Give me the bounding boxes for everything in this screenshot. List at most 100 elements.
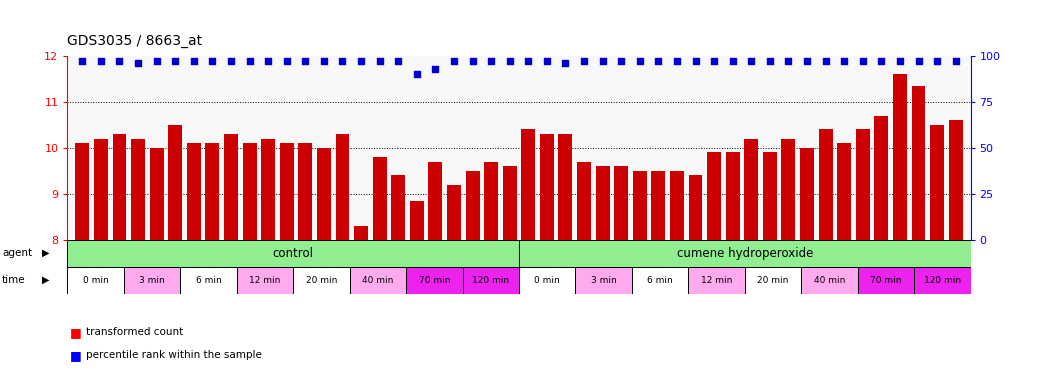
Point	[595, 58, 611, 64]
Bar	[124, 267, 181, 294]
Bar	[350, 267, 406, 294]
Bar	[688, 175, 703, 384]
Text: ▶: ▶	[42, 248, 49, 258]
Text: 20 min: 20 min	[306, 276, 337, 285]
Point	[762, 58, 778, 64]
Text: 0 min: 0 min	[83, 276, 109, 285]
Point	[464, 58, 481, 64]
Bar	[577, 162, 591, 384]
Text: 0 min: 0 min	[535, 276, 561, 285]
Text: 12 min: 12 min	[701, 276, 732, 285]
Bar	[280, 143, 294, 384]
Point	[334, 58, 351, 64]
Point	[204, 58, 221, 64]
Text: 40 min: 40 min	[362, 276, 393, 285]
Bar	[168, 125, 183, 384]
Bar	[911, 86, 926, 384]
Point	[798, 58, 815, 64]
Bar	[149, 148, 164, 384]
Bar	[801, 267, 857, 294]
Bar	[67, 240, 519, 267]
Bar	[94, 139, 108, 384]
Text: 70 min: 70 min	[870, 276, 902, 285]
Bar	[914, 267, 971, 294]
Bar	[67, 267, 124, 294]
Point	[427, 66, 443, 72]
Bar	[652, 171, 665, 384]
Point	[148, 58, 165, 64]
Point	[743, 58, 760, 64]
Text: 6 min: 6 min	[196, 276, 221, 285]
Bar	[294, 267, 350, 294]
Text: ■: ■	[70, 326, 81, 339]
Bar	[131, 139, 145, 384]
Point	[948, 58, 964, 64]
Text: 120 min: 120 min	[924, 276, 961, 285]
Bar	[181, 267, 237, 294]
Bar	[893, 74, 907, 384]
Bar	[745, 267, 801, 294]
Point	[92, 58, 109, 64]
Point	[111, 58, 128, 64]
Bar	[262, 139, 275, 384]
Point	[297, 58, 313, 64]
Bar	[838, 143, 851, 384]
Point	[612, 58, 629, 64]
Bar	[237, 267, 294, 294]
Text: 12 min: 12 min	[249, 276, 280, 285]
Bar	[466, 171, 480, 384]
Text: transformed count: transformed count	[86, 327, 184, 337]
Bar	[707, 152, 721, 384]
Point	[687, 58, 704, 64]
Point	[130, 60, 146, 66]
Text: cumene hydroperoxide: cumene hydroperoxide	[677, 247, 813, 260]
Bar	[406, 267, 463, 294]
Point	[501, 58, 518, 64]
Text: time: time	[2, 275, 26, 285]
Text: ▶: ▶	[42, 275, 49, 285]
Bar	[763, 152, 776, 384]
Text: 3 min: 3 min	[139, 276, 165, 285]
Point	[892, 58, 908, 64]
Bar	[855, 129, 870, 384]
Text: 120 min: 120 min	[472, 276, 510, 285]
Point	[873, 58, 890, 64]
Point	[836, 58, 852, 64]
Bar	[224, 134, 238, 384]
Point	[539, 58, 555, 64]
Point	[167, 58, 184, 64]
Bar	[429, 162, 442, 384]
Bar	[187, 143, 200, 384]
Text: 6 min: 6 min	[648, 276, 673, 285]
Bar	[391, 175, 405, 384]
Point	[223, 58, 240, 64]
Point	[854, 58, 871, 64]
Bar	[463, 267, 519, 294]
Point	[241, 58, 257, 64]
Bar	[632, 267, 688, 294]
Text: ■: ■	[70, 349, 81, 362]
Bar	[688, 267, 745, 294]
Point	[725, 58, 741, 64]
Text: 20 min: 20 min	[758, 276, 789, 285]
Point	[483, 58, 499, 64]
Point	[668, 58, 685, 64]
Point	[372, 58, 388, 64]
Bar	[949, 120, 962, 384]
Text: agent: agent	[2, 248, 32, 258]
Bar	[519, 240, 971, 267]
Text: GDS3035 / 8663_at: GDS3035 / 8663_at	[67, 34, 202, 48]
Point	[409, 71, 426, 77]
Bar	[726, 152, 740, 384]
Bar	[558, 134, 572, 384]
Point	[929, 58, 946, 64]
Bar	[298, 143, 312, 384]
Bar	[614, 166, 628, 384]
Bar	[206, 143, 219, 384]
Point	[631, 58, 648, 64]
Bar	[373, 157, 386, 384]
Point	[650, 58, 666, 64]
Bar	[484, 162, 498, 384]
Bar	[521, 129, 536, 384]
Bar	[112, 134, 127, 384]
